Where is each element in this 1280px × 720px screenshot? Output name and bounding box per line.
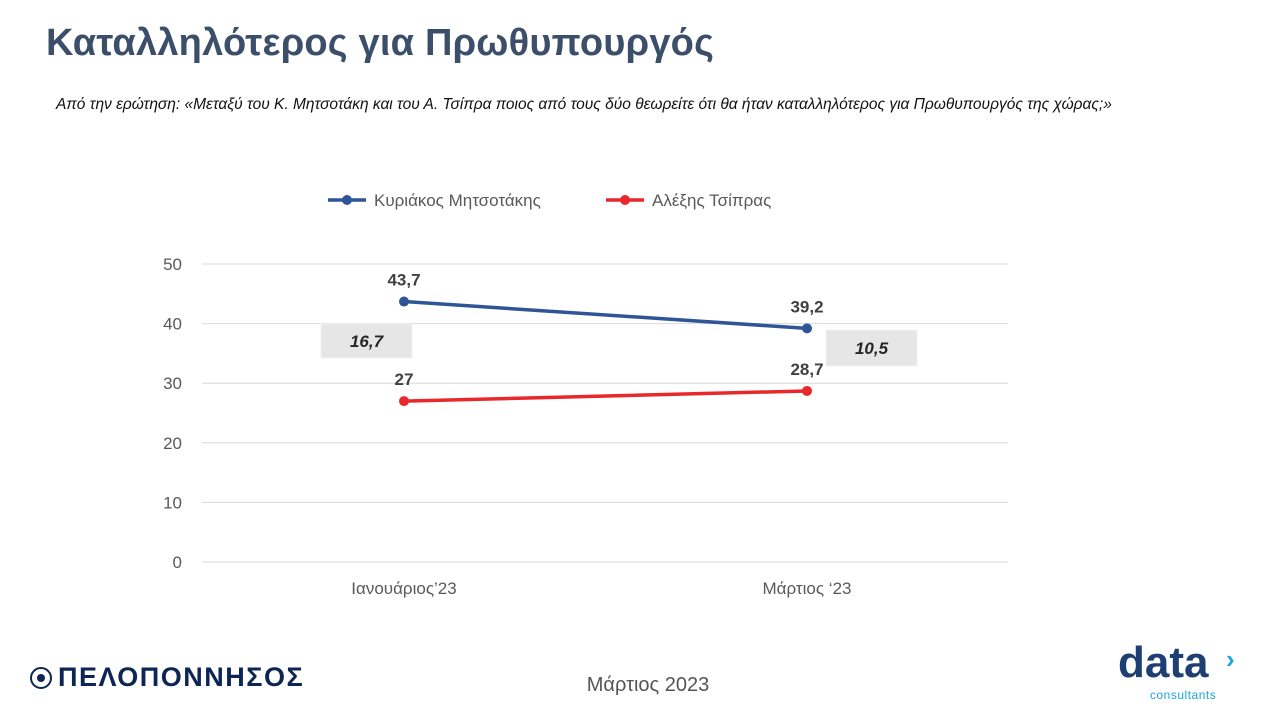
page-title: Καταλληλότερος για Πρωθυπουργός: [46, 22, 715, 64]
difference-box: [320, 323, 413, 359]
data-label: 43,7: [387, 271, 420, 290]
y-tick-label: 10: [163, 493, 182, 512]
y-tick-label: 50: [163, 255, 182, 274]
peloponnisos-logo-text: ΠΕΛΟΠΟΝΝΗΣΟΣ: [58, 662, 305, 692]
data-point: [399, 296, 409, 307]
x-tick-label: Ιανουάριος’23: [351, 579, 456, 598]
peloponnisos-logo: ΠΕΛΟΠΟΝΝΗΣΟΣ: [30, 662, 304, 693]
data-label: 27: [395, 370, 414, 389]
difference-label: 16,7: [350, 332, 385, 351]
difference-box: [825, 329, 918, 367]
data-logo-word: data: [1118, 638, 1209, 687]
data-consultants-logo: data › consultants: [1118, 638, 1258, 703]
seal-icon: [30, 666, 52, 689]
difference-label: 10,5: [855, 339, 889, 358]
data-logo-sub: consultants: [1150, 688, 1217, 702]
legend-label: Κυριάκος Μητσοτάκης: [374, 191, 541, 210]
y-tick-label: 30: [163, 374, 182, 393]
x-tick-label: Μάρτιος ‘23: [763, 579, 852, 598]
legend-marker: [342, 195, 352, 205]
y-tick-label: 0: [173, 553, 182, 572]
y-tick-label: 40: [163, 315, 182, 334]
data-point: [399, 396, 409, 407]
data-point: [802, 323, 812, 334]
arrow-icon: ›: [1226, 644, 1235, 674]
survey-question: Από την ερώτηση: «Μεταξύ του Κ. Μητσοτάκ…: [56, 96, 1112, 113]
series-line: [403, 389, 808, 403]
data-label: 28,7: [790, 360, 823, 379]
data-label: 39,2: [790, 297, 823, 316]
series-line: [403, 299, 808, 331]
legend-label: Αλέξης Τσίπρας: [652, 191, 771, 210]
data-point: [802, 385, 812, 396]
footer-date: Μάρτιος 2023: [586, 674, 710, 696]
y-tick-label: 20: [163, 434, 182, 453]
legend-marker: [620, 195, 630, 205]
